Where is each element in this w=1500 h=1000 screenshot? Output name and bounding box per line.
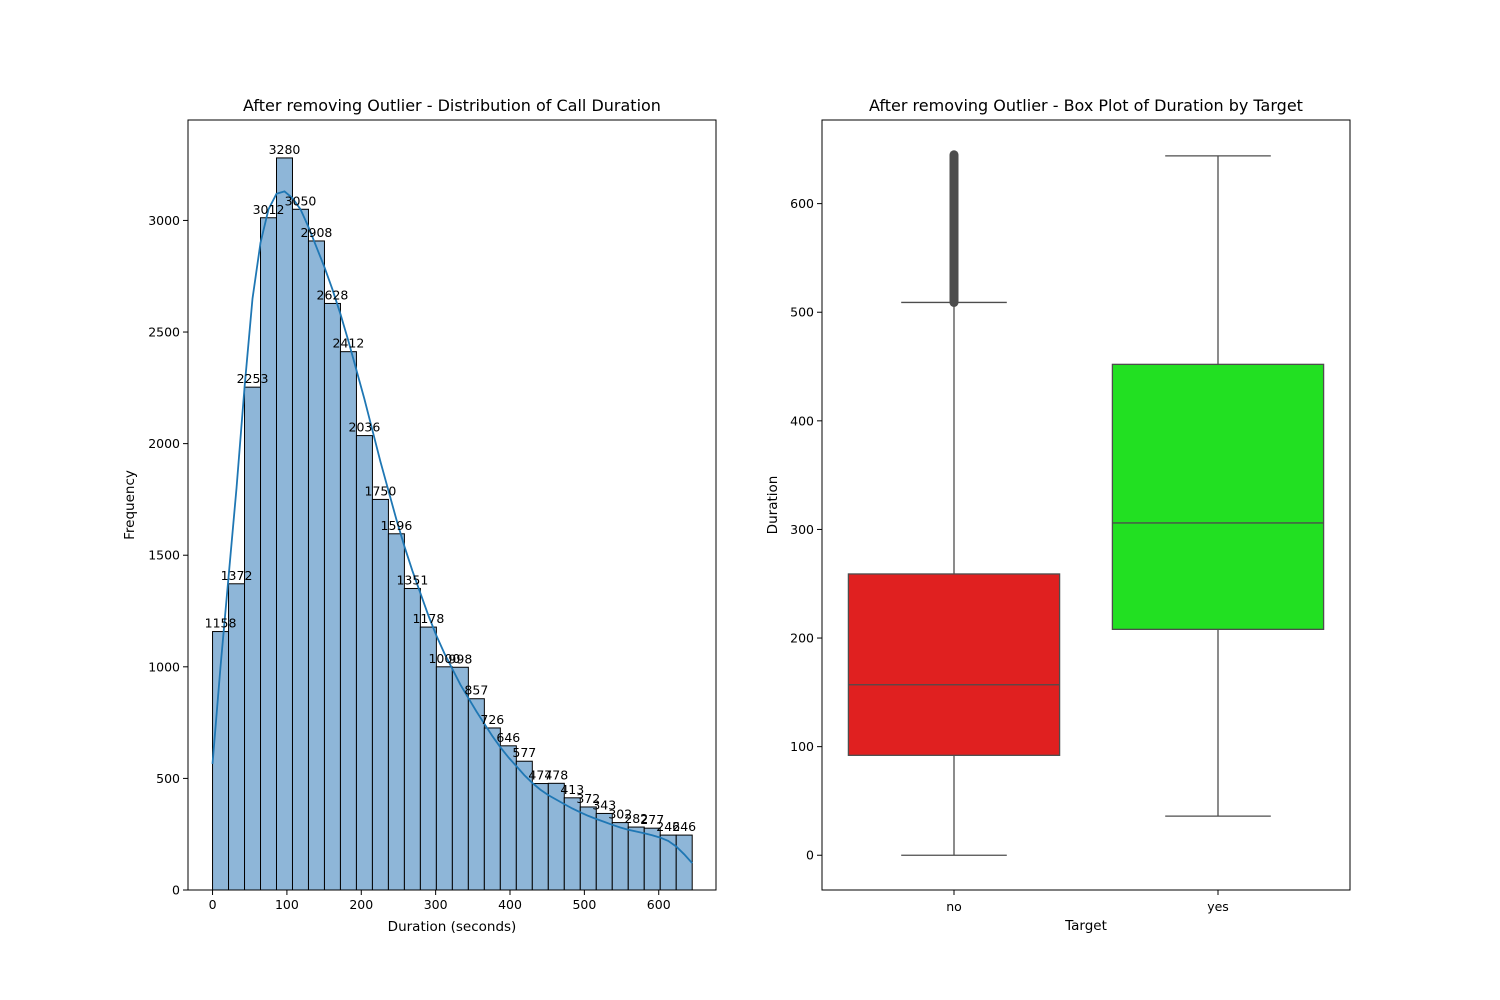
bar-value-label: 2036 xyxy=(349,420,381,435)
histogram-bar xyxy=(579,806,597,891)
y-tick-label: 1500 xyxy=(148,548,180,563)
histogram-bar xyxy=(499,745,517,891)
y-tick-label: 100 xyxy=(790,739,814,754)
histogram-bar xyxy=(323,302,341,891)
y-tick-label: 2000 xyxy=(148,436,180,451)
boxplot-ticks: no yes 0 100 200 300 400 500 600 xyxy=(790,196,1229,914)
histogram-bar xyxy=(451,666,469,891)
bar-value-label: 343 xyxy=(592,797,616,812)
bar-value-label: 477 xyxy=(528,768,552,783)
x-tick-label: 600 xyxy=(647,897,671,912)
y-tick-label: 0 xyxy=(806,848,814,863)
bar-value-label: 577 xyxy=(512,745,536,760)
bar-value-label: 2412 xyxy=(333,336,365,351)
histogram-bars xyxy=(212,157,693,891)
bar-value-label: 2253 xyxy=(237,371,269,386)
histogram-bar xyxy=(291,208,309,891)
x-tick-label: yes xyxy=(1207,899,1229,914)
x-tick-label: 300 xyxy=(424,897,448,912)
bar-value-label: 1372 xyxy=(221,568,253,583)
bar-value-label: 3050 xyxy=(285,193,317,208)
bar-value-label: 302 xyxy=(608,807,632,822)
bar-value-label: 726 xyxy=(480,712,504,727)
y-tick-label: 600 xyxy=(790,196,814,211)
y-tick-label: 3000 xyxy=(148,213,180,228)
histogram-bar xyxy=(611,822,629,891)
boxplot-xlabel: Target xyxy=(1064,918,1107,934)
histogram-frame xyxy=(187,119,717,891)
bar-value-label: 372 xyxy=(576,791,600,806)
y-tick-label: 300 xyxy=(790,522,814,537)
histogram-bar xyxy=(371,498,389,891)
y-tick-label: 400 xyxy=(790,413,814,428)
bar-value-label: 646 xyxy=(496,730,520,745)
histogram-ticks: 0 100 200 300 400 500 600 0 500 1000 1500 2000 2500 3… xyxy=(148,213,671,912)
histogram-bar xyxy=(531,783,549,891)
boxplot-title: After removing Outlier - Box Plot of Dur… xyxy=(869,96,1303,115)
y-tick-label: 2500 xyxy=(148,325,180,340)
boxplot-marks xyxy=(847,150,1325,856)
bar-value-label: 478 xyxy=(544,767,568,782)
x-tick-label: 500 xyxy=(572,897,596,912)
x-tick-label: 200 xyxy=(349,897,373,912)
bar-value-label: 1351 xyxy=(396,572,428,587)
bar-value-labels: 1158 1372 2253 3012 3280 3050 2908 2628 2412 2036… xyxy=(205,142,697,834)
histogram-bar xyxy=(419,626,437,891)
box-yes xyxy=(1111,363,1325,631)
x-tick-label: 0 xyxy=(209,897,217,912)
boxplot-ylabel: Duration xyxy=(765,476,781,535)
bar-value-label: 1596 xyxy=(381,518,413,533)
bar-value-label: 246 xyxy=(672,819,696,834)
histogram-bar xyxy=(659,834,677,891)
bar-value-label: 1750 xyxy=(365,483,397,498)
bar-value-label: 857 xyxy=(464,683,488,698)
histogram-bar xyxy=(435,666,453,891)
histogram-bar xyxy=(627,826,645,891)
histogram-bar xyxy=(260,217,277,891)
histogram-bar xyxy=(595,812,613,891)
bar-value-label: 413 xyxy=(560,782,584,797)
histogram-bar xyxy=(355,435,373,891)
histogram-ylabel: Frequency xyxy=(122,470,138,540)
x-tick-label: 100 xyxy=(275,897,299,912)
bar-value-label: 2628 xyxy=(317,287,349,302)
histogram-bar xyxy=(244,386,262,891)
y-tick-label: 200 xyxy=(790,631,814,646)
kde-curve xyxy=(211,190,693,864)
y-tick-label: 0 xyxy=(172,883,180,898)
x-tick-label: 400 xyxy=(498,897,522,912)
bar-value-label: 2908 xyxy=(301,225,333,240)
y-tick-label: 500 xyxy=(790,305,814,320)
histogram-bar xyxy=(403,587,421,891)
histogram-title: After removing Outlier - Distribution of… xyxy=(243,96,661,115)
boxplot-frame xyxy=(821,119,1351,891)
y-tick-label: 500 xyxy=(156,771,180,786)
box-no xyxy=(847,573,1061,756)
histogram-bar xyxy=(483,727,501,891)
histogram-xlabel: Duration (seconds) xyxy=(388,919,517,935)
bar-value-label: 3012 xyxy=(253,202,285,217)
bar-value-label: 1178 xyxy=(412,611,444,626)
bar-value-label: 277 xyxy=(640,812,664,827)
bar-value-label: 282 xyxy=(624,811,648,826)
histogram-bar xyxy=(307,240,325,891)
histogram-panel: 1158 1372 2253 3012 3280 3050 2908 2628 2412 2036… xyxy=(122,96,717,935)
boxplot-panel: no yes 0 100 200 300 400 500 600 After removing … xyxy=(765,96,1351,934)
bar-value-label: 1158 xyxy=(205,616,237,631)
bar-value-label: 246 xyxy=(656,819,680,834)
bar-value-label: 3280 xyxy=(269,142,301,157)
bar-value-label: 998 xyxy=(448,651,472,666)
histogram-bar xyxy=(675,834,693,891)
y-tick-label: 1000 xyxy=(148,659,180,674)
histogram-bar xyxy=(467,698,485,891)
histogram-bar xyxy=(275,157,293,891)
bar-value-label: 1000 xyxy=(428,651,460,666)
x-tick-label: no xyxy=(946,899,962,914)
